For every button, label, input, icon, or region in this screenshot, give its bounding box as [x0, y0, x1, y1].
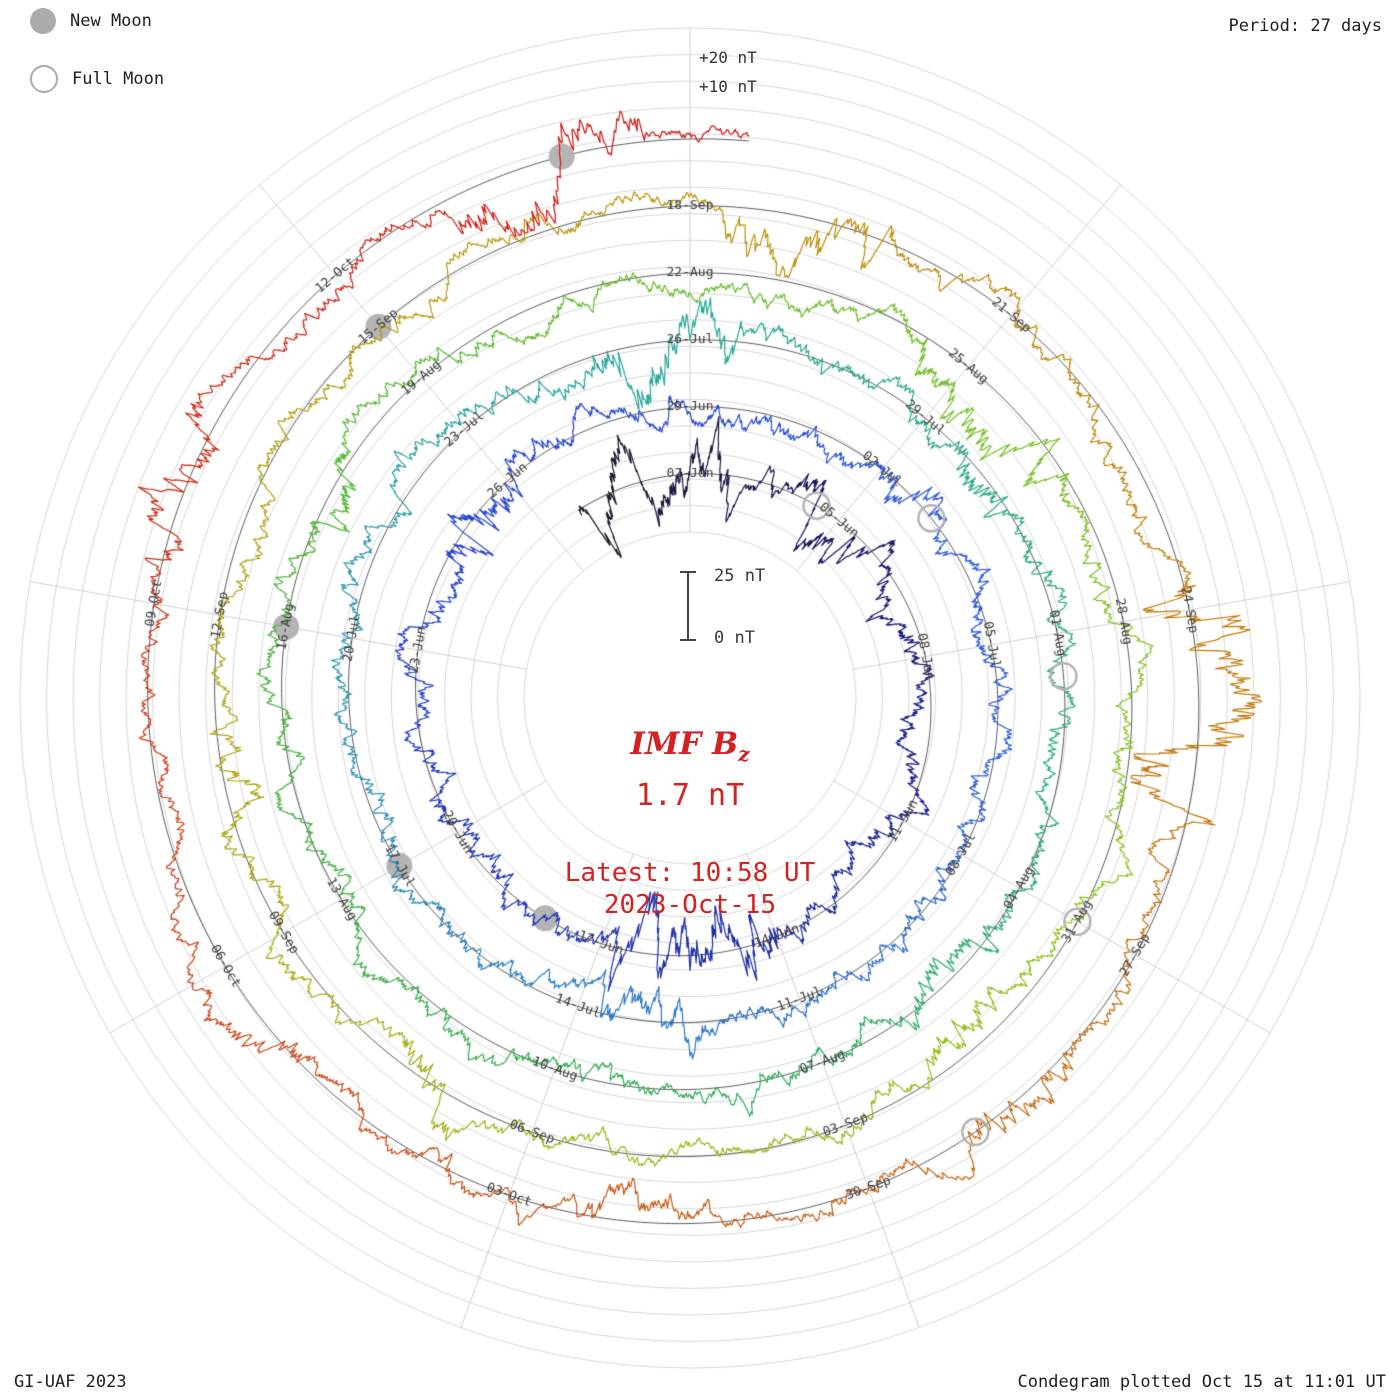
scale-top-label: 25 nT — [714, 566, 766, 586]
imf-bz-title: IMF Bz — [540, 726, 840, 766]
new-moon-icon — [30, 8, 56, 34]
plotted-at-label: Condegram plotted Oct 15 at 11:01 UT — [1017, 1372, 1386, 1392]
plus20-nt-label: +20 nT — [699, 48, 757, 67]
legend-full-moon: Full Moon — [30, 65, 164, 93]
latest-time-label: Latest: 10:58 UT — [564, 858, 816, 888]
full-moon-icon — [30, 65, 58, 93]
period-label: Period: 27 days — [1228, 16, 1382, 36]
full-moon-label: Full Moon — [72, 69, 165, 89]
imf-bz-value: 1.7 nT — [635, 778, 745, 813]
imf-title-prefix: IMF B — [630, 726, 739, 762]
plus10-nt-label: +10 nT — [699, 77, 757, 96]
latest-date-label: 2023-Oct-15 — [603, 890, 777, 920]
legend-new-moon: New Moon — [30, 8, 152, 34]
new-moon-label: New Moon — [70, 11, 152, 31]
imf-title-sub: z — [738, 742, 750, 767]
scale-bar — [680, 571, 696, 641]
scale-bottom-label: 0 nT — [714, 628, 755, 648]
credit-label: GI-UAF 2023 — [14, 1372, 127, 1392]
